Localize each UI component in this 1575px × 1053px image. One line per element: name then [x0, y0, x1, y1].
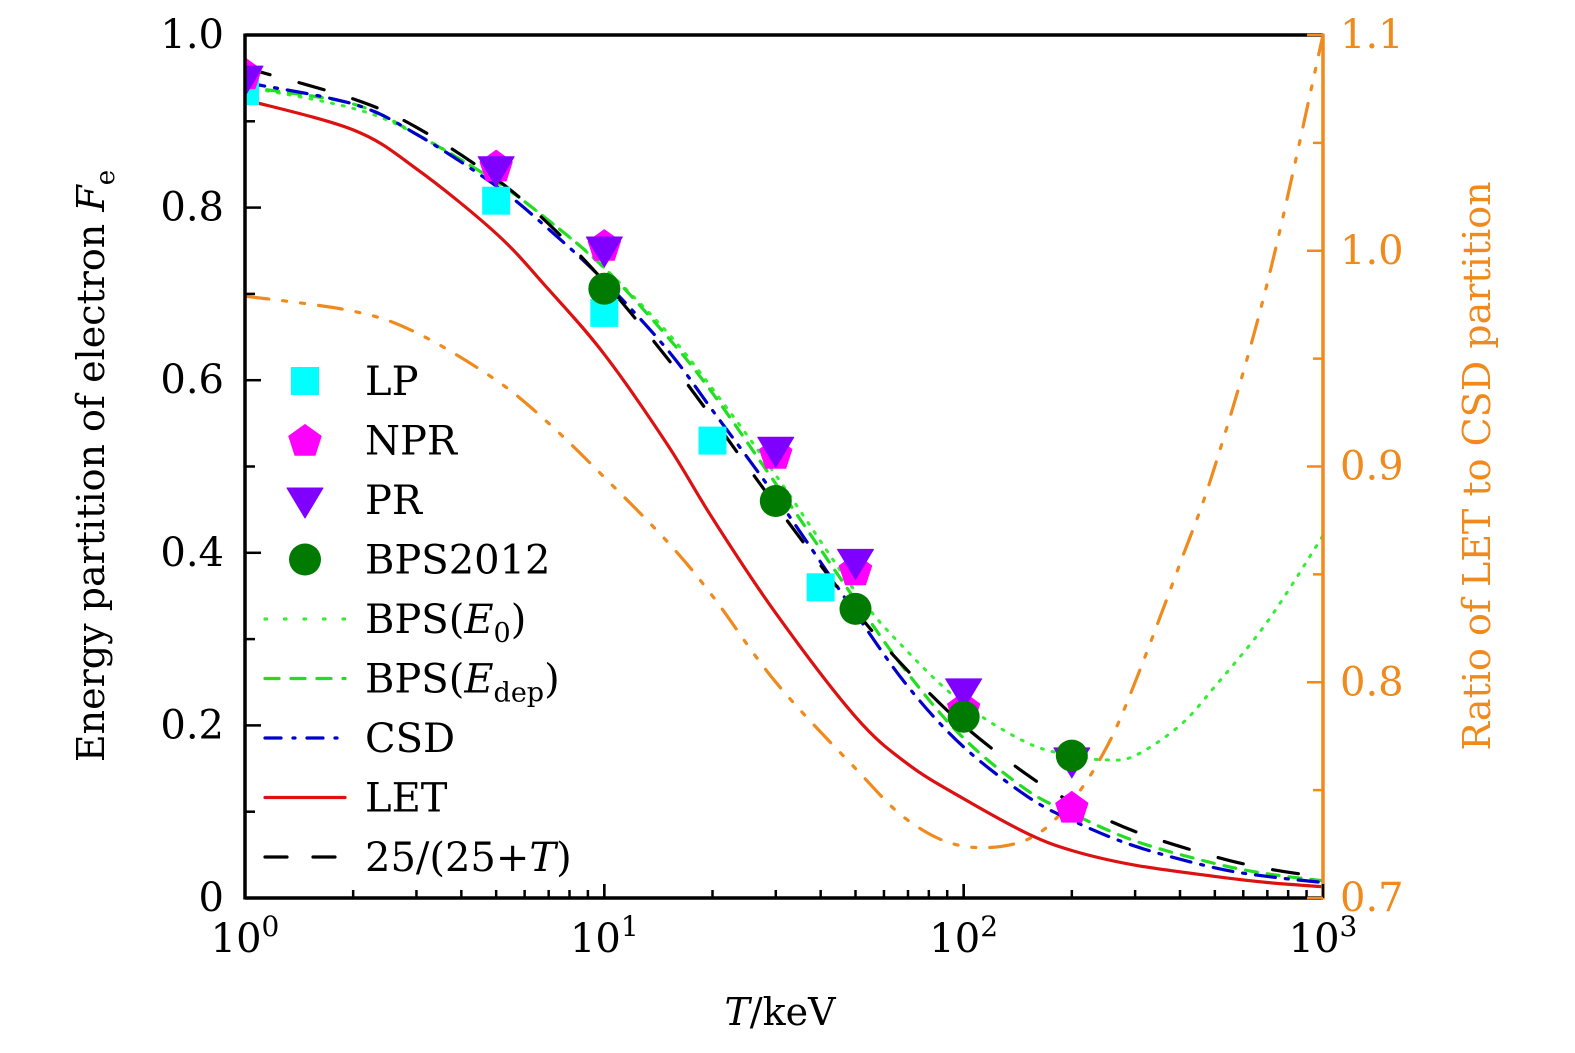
legend-item-bps-e0: BPS(E0): [263, 597, 526, 649]
legend: LPNPRPRBPS2012BPS(E0)BPS(Edep)CSDLET25/(…: [263, 359, 572, 881]
legend-label-text: BPS(: [365, 657, 464, 703]
data-point-bps2012: [759, 485, 792, 518]
x-tick-exponent: 2: [980, 910, 998, 943]
legend-item-pr: PR: [286, 478, 424, 524]
y-axis-title-subscript: e: [91, 170, 121, 185]
legend-item-csd: CSD: [263, 716, 455, 762]
data-point-bps2012: [588, 272, 621, 305]
y2-tick-label: 0.8: [1340, 659, 1404, 705]
legend-label-symbol: E: [463, 657, 493, 703]
x-tick-base: 10: [1289, 916, 1340, 962]
x-tick-label: 102: [929, 910, 998, 962]
x-axis-title-symbol: T: [724, 990, 752, 1034]
series-ratio-let-csd-line: [245, 35, 1323, 850]
marker-layer: [245, 57, 1091, 823]
x-tick-label: 100: [211, 910, 280, 962]
x-tick-label: 103: [1289, 910, 1358, 962]
data-point-bps2012: [1055, 739, 1088, 772]
data-point-lp: [482, 186, 511, 215]
series-lp-markers: [245, 77, 835, 602]
data-point-lp: [698, 426, 727, 455]
x-tick-base: 10: [570, 916, 621, 962]
y-axis-title-main: Energy partition of electron: [69, 212, 113, 762]
legend-label-text: BPS(: [365, 597, 464, 643]
y-tick-label: 1.0: [160, 12, 224, 58]
data-point-pr: [245, 65, 264, 97]
y-axis-title-symbol: F: [69, 184, 113, 213]
x-tick-exponent: 1: [621, 910, 639, 943]
y2-tick-label: 1.1: [1340, 12, 1404, 58]
legend-marker-lp: [291, 367, 319, 395]
y-axis-title: Energy partition of electron Fe: [69, 170, 121, 762]
legend-item-25-25-t: 25/(25+T): [263, 835, 572, 881]
x-tick-exponent: 0: [262, 910, 280, 943]
legend-label-symbol: E: [463, 597, 493, 643]
curve-layer: [245, 35, 1323, 889]
data-point-lp: [806, 573, 835, 602]
legend-label: LET: [365, 776, 448, 822]
legend-item-let: LET: [263, 776, 448, 822]
tick-labels: 100 101 102 10300.20.40.60.81.00.70.80.91.0…: [160, 12, 1403, 962]
data-point-pr: [836, 548, 874, 580]
series-bps-edep-line: [245, 85, 1323, 883]
series-let-line: [245, 98, 1323, 889]
x-tick-label: 101: [570, 910, 639, 962]
x-tick-base: 10: [929, 916, 980, 962]
data-point-bps2012: [839, 592, 872, 625]
y-tick-label: 0.4: [160, 530, 224, 576]
legend-label-end: ): [511, 597, 527, 643]
legend-label: CSD: [365, 716, 455, 762]
legend-item-bps-edep: BPS(Edep): [263, 657, 560, 709]
legend-label: 25/(25+T): [365, 835, 572, 881]
legend-label: BPS2012: [365, 538, 551, 584]
legend-label-subscript: 0: [494, 618, 511, 649]
series-25-25-t-line: [245, 66, 1323, 879]
legend-item-bps2012: BPS2012: [289, 538, 551, 584]
legend-marker-npr: [288, 424, 322, 456]
legend-label: NPR: [365, 419, 459, 465]
y2-axis-title: Ratio of LET to CSD partition: [1455, 181, 1499, 750]
x-axis-title: T/keV: [724, 990, 836, 1034]
legend-label-end: ): [556, 835, 572, 881]
x-tick-exponent: 3: [1340, 910, 1358, 943]
data-point-pr: [945, 678, 983, 710]
data-point-pr: [477, 156, 515, 188]
y-tick-label: 0.2: [160, 702, 224, 748]
series-pr-markers: [245, 65, 1091, 779]
legend-label-text: LET: [365, 776, 448, 822]
legend-label-text: CSD: [365, 716, 455, 762]
series-csd-line: [245, 80, 1323, 885]
y-tick-label: 0: [199, 875, 224, 921]
y2-tick-label: 0.9: [1340, 444, 1404, 490]
y2-tick-label: 0.7: [1340, 875, 1404, 921]
x-tick-base: 10: [211, 916, 262, 962]
legend-label: BPS(E0): [365, 597, 526, 649]
legend-marker-bps2012: [289, 543, 321, 576]
legend-label-symbol: T: [529, 835, 559, 881]
legend-label: PR: [365, 478, 424, 524]
y2-tick-label: 1.0: [1340, 228, 1404, 274]
legend-item-lp: LP: [291, 359, 418, 405]
y-tick-label: 0.8: [160, 185, 224, 231]
legend-marker-pr: [286, 487, 324, 519]
legend-label: BPS(Edep): [365, 657, 560, 709]
data-point-npr: [1055, 790, 1089, 823]
legend-label: LP: [365, 359, 418, 405]
axes: [243, 33, 1325, 900]
series-bps2012-markers: [588, 272, 1088, 772]
data-point-bps2012: [947, 700, 980, 733]
x-axis-title-unit: /keV: [750, 990, 836, 1034]
data-point-pr: [757, 436, 795, 468]
y-tick-label: 0.6: [160, 357, 224, 403]
legend-label-end: ): [544, 657, 560, 703]
legend-label-text: 25/(25+: [365, 835, 529, 881]
legend-label-subscript: dep: [494, 678, 545, 709]
legend-item-npr: NPR: [288, 419, 459, 465]
data-point-pr: [585, 236, 623, 268]
